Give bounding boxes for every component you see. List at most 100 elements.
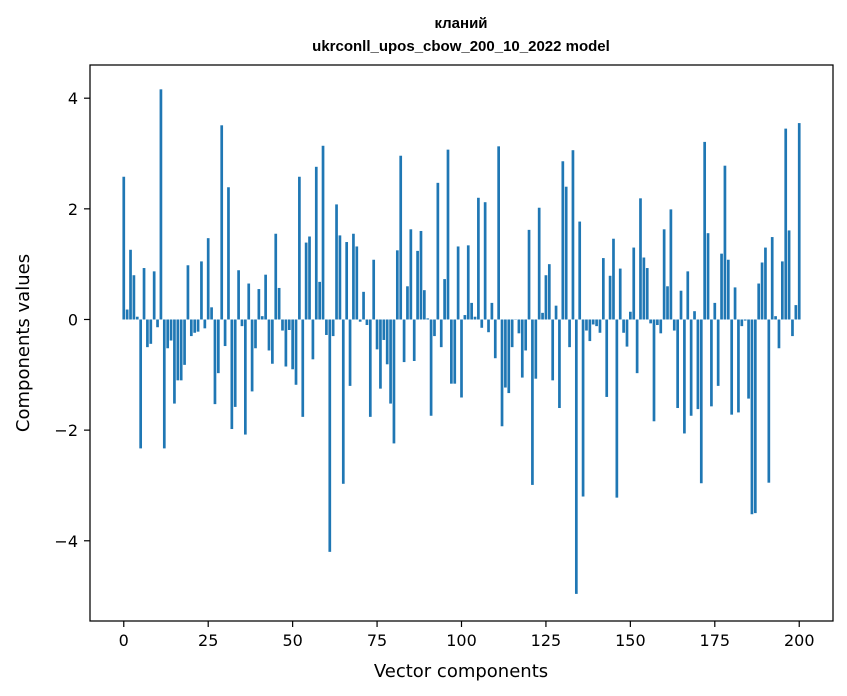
bar <box>666 286 669 320</box>
bar <box>588 319 592 342</box>
x-tick-label: 75 <box>367 631 387 650</box>
bar <box>419 230 423 320</box>
bar <box>460 319 463 398</box>
bar <box>669 209 673 320</box>
bar <box>213 319 217 405</box>
bar <box>561 161 565 320</box>
bar <box>733 287 737 320</box>
bar <box>571 150 575 320</box>
bar <box>710 319 713 407</box>
bar <box>240 319 244 327</box>
bar <box>210 307 213 320</box>
bar <box>382 319 386 340</box>
bar <box>507 319 511 394</box>
bar <box>443 279 446 320</box>
bar <box>544 275 548 320</box>
bar <box>267 319 271 351</box>
bar <box>389 319 392 404</box>
bar <box>598 319 602 333</box>
bar <box>787 230 791 320</box>
bar <box>423 290 426 320</box>
bar <box>149 319 153 344</box>
bar <box>203 319 207 329</box>
bar <box>608 275 612 320</box>
bar <box>473 316 477 320</box>
bar <box>777 319 781 349</box>
bar <box>558 319 561 409</box>
bar <box>247 283 251 320</box>
bar <box>196 319 200 332</box>
x-tick-label: 200 <box>784 631 815 650</box>
bar <box>328 319 332 552</box>
bar <box>591 319 595 325</box>
bar <box>767 319 771 483</box>
bar <box>146 319 149 348</box>
bar <box>699 319 703 484</box>
bar <box>510 319 514 348</box>
x-axis-label: Vector components <box>374 661 548 682</box>
bar <box>284 319 288 367</box>
bar <box>622 319 625 333</box>
bar <box>676 319 679 409</box>
bar <box>220 125 224 320</box>
bar <box>551 319 555 381</box>
bar <box>652 319 656 422</box>
bar <box>774 316 777 320</box>
bar <box>335 204 338 320</box>
bar <box>537 207 541 320</box>
bar <box>797 123 801 320</box>
bar <box>601 258 605 320</box>
bar <box>294 319 298 385</box>
bar <box>183 319 186 365</box>
bar <box>257 289 261 320</box>
bar <box>696 319 700 410</box>
bar <box>456 246 460 320</box>
bar <box>672 319 676 331</box>
bar <box>713 302 717 320</box>
bar <box>125 309 129 320</box>
bar <box>595 319 598 327</box>
bar <box>162 319 166 449</box>
bar <box>706 233 710 320</box>
plot-frame <box>89 64 834 622</box>
bar <box>679 290 683 320</box>
bar <box>159 89 163 320</box>
bar <box>399 155 403 320</box>
y-tick-label: 0 <box>68 310 78 329</box>
bar <box>291 319 294 370</box>
bar <box>406 286 409 320</box>
bar <box>581 319 585 497</box>
bar <box>385 319 389 365</box>
bar <box>740 319 744 327</box>
bar <box>527 229 531 320</box>
bar <box>534 319 538 379</box>
bar <box>314 166 318 320</box>
bar <box>308 236 311 320</box>
bar <box>730 319 734 415</box>
bar <box>287 319 291 330</box>
bar <box>129 249 132 320</box>
chart-title: кланий <box>434 15 487 32</box>
bar <box>189 319 193 337</box>
bar <box>379 319 382 389</box>
y-tick-label: −4 <box>54 532 78 551</box>
bar <box>568 319 571 348</box>
bar <box>770 237 774 320</box>
bar <box>277 287 281 320</box>
bar <box>341 319 345 484</box>
bar <box>747 319 750 399</box>
bar <box>321 145 325 320</box>
bar <box>750 319 754 515</box>
bar <box>173 319 176 404</box>
bar <box>139 319 143 449</box>
bar <box>578 221 582 320</box>
x-tick-label: 25 <box>198 631 218 650</box>
bar <box>264 274 267 320</box>
bar <box>612 238 615 320</box>
bar <box>649 319 652 324</box>
bar <box>497 146 500 320</box>
bar <box>683 319 686 434</box>
x-tick-label: 150 <box>615 631 646 650</box>
bar <box>250 319 254 392</box>
